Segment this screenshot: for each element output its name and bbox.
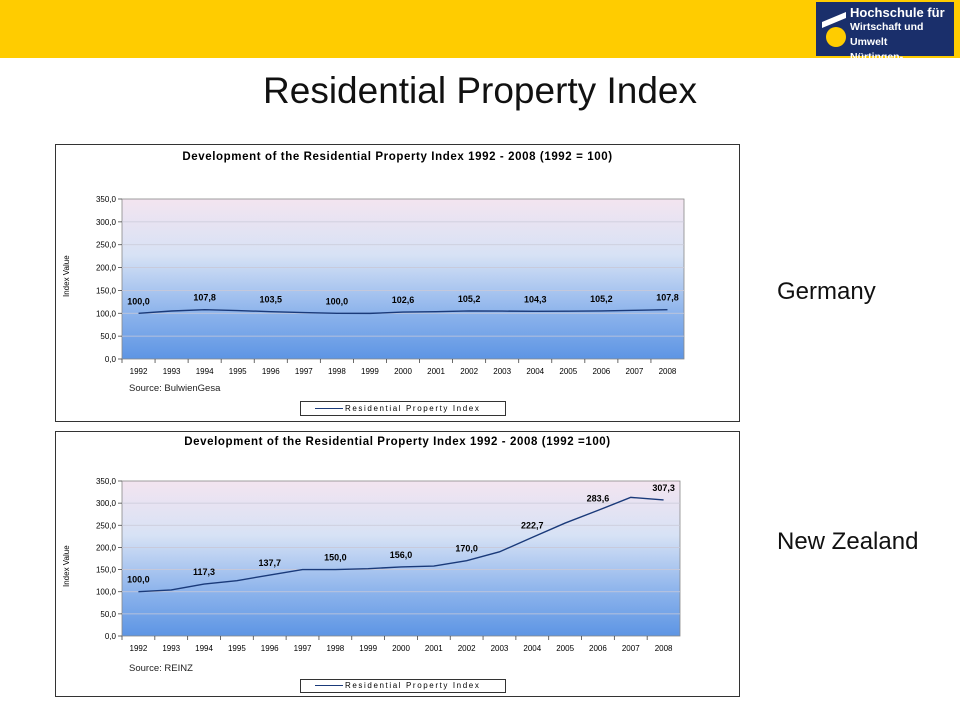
x-tick-label: 2004 bbox=[526, 367, 544, 376]
x-tick-label: 2008 bbox=[659, 367, 677, 376]
x-tick-label: 2000 bbox=[394, 367, 412, 376]
data-label: 107,8 bbox=[656, 293, 679, 303]
data-label: 100,0 bbox=[127, 575, 150, 585]
x-tick-label: 1999 bbox=[361, 367, 379, 376]
y-tick-label: 200,0 bbox=[96, 543, 117, 552]
x-tick-label: 2006 bbox=[592, 367, 610, 376]
y-tick-label: 350,0 bbox=[96, 477, 117, 486]
data-label: 283,6 bbox=[587, 493, 610, 503]
chart-source: Source: BulwienGesa bbox=[129, 383, 221, 394]
y-tick-label: 0,0 bbox=[105, 632, 117, 641]
x-tick-label: 1993 bbox=[163, 367, 181, 376]
data-label: 170,0 bbox=[455, 544, 478, 554]
logo-line-2: Wirtschaft und Umwelt bbox=[850, 21, 924, 48]
data-label: 102,6 bbox=[392, 295, 415, 305]
chart-source: Source: REINZ bbox=[129, 663, 193, 674]
data-label: 103,5 bbox=[259, 295, 282, 305]
legend-line-swatch bbox=[315, 408, 343, 410]
y-tick-label: 250,0 bbox=[96, 241, 117, 250]
plot-area bbox=[121, 198, 685, 360]
x-tick-label: 1992 bbox=[130, 644, 148, 653]
y-tick-label: 150,0 bbox=[96, 286, 117, 295]
x-tick-label: 2001 bbox=[425, 644, 443, 653]
y-tick-label: 0,0 bbox=[105, 355, 117, 364]
x-tick-label: 2000 bbox=[392, 644, 410, 653]
x-tick-label: 1995 bbox=[229, 367, 247, 376]
x-tick-label: 2007 bbox=[622, 644, 640, 653]
data-label: 222,7 bbox=[521, 520, 544, 530]
legend-label: Residential Property Index bbox=[345, 681, 481, 690]
data-label: 100,0 bbox=[127, 296, 150, 306]
data-label: 137,7 bbox=[258, 558, 281, 568]
y-tick-label: 100,0 bbox=[96, 588, 117, 597]
x-tick-label: 2005 bbox=[556, 644, 574, 653]
country-label-new-zealand: New Zealand bbox=[777, 528, 919, 555]
series-line bbox=[138, 309, 668, 315]
x-tick-label: 2002 bbox=[458, 644, 476, 653]
chart-plot: 0,0 50,0 100,0 150,0 200,0 250,0 300,0 350,0 199… bbox=[96, 195, 685, 376]
y-tick-label: 250,0 bbox=[96, 521, 117, 530]
chart-title: Development of the Residential Property … bbox=[184, 436, 611, 448]
x-tick-label: 2003 bbox=[491, 644, 509, 653]
x-tick-label: 1997 bbox=[294, 644, 312, 653]
x-tick-label: 2008 bbox=[655, 644, 673, 653]
logo-mark-icon bbox=[822, 12, 846, 47]
data-label: 100,0 bbox=[326, 296, 349, 306]
data-label: 150,0 bbox=[324, 553, 347, 563]
x-tick-label: 1992 bbox=[130, 367, 148, 376]
x-tick-label: 2006 bbox=[589, 644, 607, 653]
data-label: 105,2 bbox=[458, 294, 481, 304]
data-label: 107,8 bbox=[193, 293, 216, 303]
x-tick-label: 1998 bbox=[328, 367, 346, 376]
chart-new-zealand: Development of the Residential Property … bbox=[55, 431, 740, 697]
chart-plot: 0,0 50,0 100,0 150,0 200,0 250,0 300,0 350,0 199… bbox=[96, 477, 681, 653]
university-logo: Hochschule für Wirtschaft und Umwelt Nür… bbox=[816, 2, 954, 78]
data-label: 307,3 bbox=[652, 483, 675, 493]
x-tick-label: 2003 bbox=[493, 367, 511, 376]
x-tick-label: 1999 bbox=[359, 644, 377, 653]
y-tick-label: 50,0 bbox=[100, 332, 116, 341]
country-label-germany: Germany bbox=[777, 278, 876, 305]
series-line bbox=[138, 496, 664, 593]
x-tick-label: 2002 bbox=[460, 367, 478, 376]
y-tick-label: 150,0 bbox=[96, 566, 117, 575]
data-label: 104,3 bbox=[524, 294, 547, 304]
chart-title: Development of the Residential Property … bbox=[182, 151, 613, 163]
chart-germany: Development of the Residential Property … bbox=[55, 144, 740, 422]
logo-line-1: Hochschule für bbox=[850, 5, 945, 20]
x-tick-label: 1994 bbox=[195, 644, 213, 653]
logo-line-3: Nürtingen-Geislingen bbox=[850, 51, 904, 78]
x-tick-label: 2005 bbox=[559, 367, 577, 376]
x-tick-label: 1995 bbox=[228, 644, 246, 653]
y-tick-label: 100,0 bbox=[96, 309, 117, 318]
legend-line-swatch bbox=[315, 685, 343, 687]
y-tick-label: 50,0 bbox=[100, 610, 116, 619]
x-tick-label: 1998 bbox=[326, 644, 344, 653]
y-tick-label: 300,0 bbox=[96, 218, 117, 227]
page-title: Residential Property Index bbox=[263, 70, 697, 111]
x-tick-label: 2004 bbox=[523, 644, 541, 653]
plot-area bbox=[121, 480, 681, 637]
x-tick-label: 2001 bbox=[427, 367, 445, 376]
x-tick-label: 2007 bbox=[626, 367, 644, 376]
x-tick-label: 1993 bbox=[162, 644, 180, 653]
data-label: 117,3 bbox=[193, 567, 215, 577]
y-tick-label: 300,0 bbox=[96, 499, 117, 508]
data-label: 156,0 bbox=[390, 550, 413, 560]
chart-legend: Residential Property Index bbox=[300, 679, 506, 693]
x-tick-label: 1997 bbox=[295, 367, 313, 376]
x-tick-label: 1996 bbox=[261, 644, 279, 653]
legend-label: Residential Property Index bbox=[345, 404, 481, 413]
data-label: 105,2 bbox=[590, 294, 613, 304]
x-tick-label: 1996 bbox=[262, 367, 280, 376]
chart-legend: Residential Property Index bbox=[300, 401, 506, 416]
x-tick-label: 1994 bbox=[196, 367, 214, 376]
header-bar bbox=[0, 0, 804, 58]
y-tick-label: 350,0 bbox=[96, 195, 117, 204]
y-tick-label: 200,0 bbox=[96, 264, 117, 273]
